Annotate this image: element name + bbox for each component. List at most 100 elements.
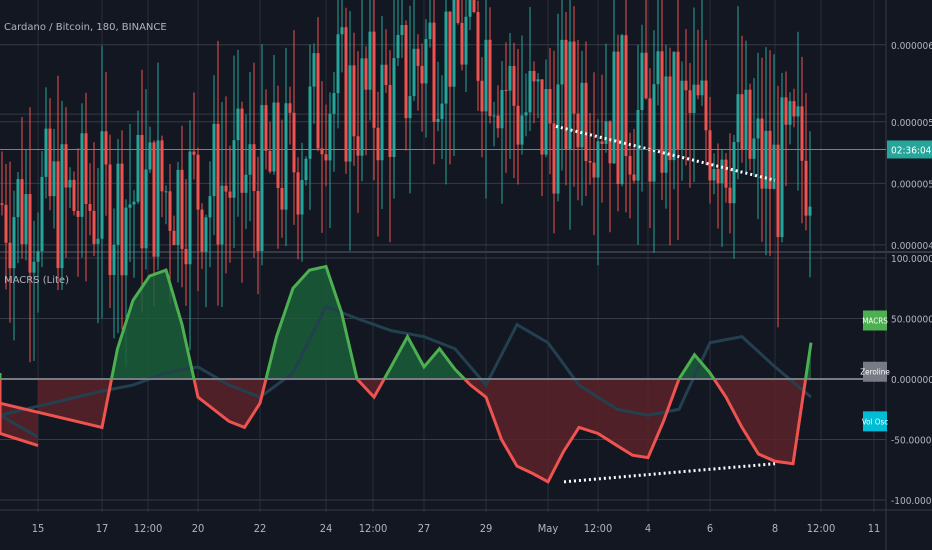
candle-body xyxy=(704,80,708,131)
candle-body xyxy=(472,0,476,13)
candle-body xyxy=(428,22,432,40)
candlestick-series xyxy=(0,0,886,367)
indicator-tick-label: 50.0000000 xyxy=(891,315,932,326)
candle-body xyxy=(348,65,352,162)
candle-body xyxy=(764,130,768,189)
candle-body xyxy=(724,159,728,188)
time-tick-label: 22 xyxy=(254,522,267,535)
candle-body xyxy=(656,51,660,85)
candle-body xyxy=(76,210,80,217)
candle-body xyxy=(488,39,492,116)
candle-body xyxy=(252,144,256,192)
candle-body xyxy=(144,169,148,249)
candle-body xyxy=(624,35,628,156)
candle-body xyxy=(572,41,576,114)
candle-body xyxy=(216,123,220,245)
legend-badge xyxy=(863,411,887,432)
candle-body xyxy=(52,161,56,197)
candle-body xyxy=(272,102,276,172)
candle-body xyxy=(268,150,272,172)
candle-body xyxy=(476,12,480,81)
candle-body xyxy=(116,163,120,245)
candle-body xyxy=(192,151,196,155)
candle-body xyxy=(708,130,712,181)
candle-body xyxy=(208,196,212,218)
candle-body xyxy=(700,80,704,96)
candle-body xyxy=(292,112,296,173)
candle-body xyxy=(652,84,656,182)
candle-body xyxy=(556,84,560,194)
indicator-tick-label: -50.0000000 xyxy=(891,436,932,447)
candle-body xyxy=(720,159,724,184)
candle-body xyxy=(140,135,144,249)
candle-body xyxy=(588,161,592,163)
candle-body xyxy=(124,207,128,276)
time-tick-label: 8 xyxy=(772,522,778,535)
candle-body xyxy=(80,133,84,217)
candle-body xyxy=(668,76,672,161)
candle-body xyxy=(56,161,60,269)
candle-body xyxy=(436,119,440,122)
candle-body xyxy=(280,187,284,210)
candle-body xyxy=(152,142,156,257)
candle-body xyxy=(636,110,640,181)
price-badge xyxy=(887,140,932,159)
candle-body xyxy=(452,0,456,87)
macrs-divergence-line xyxy=(563,462,776,484)
candle-body xyxy=(32,261,36,273)
candle-body xyxy=(36,251,40,262)
candle-body xyxy=(420,65,424,84)
time-tick-label: 15 xyxy=(32,522,45,535)
candle-body xyxy=(744,89,748,150)
candle-body xyxy=(188,151,192,265)
candle-body xyxy=(404,25,408,119)
candle-body xyxy=(316,53,320,149)
candle-body xyxy=(168,191,172,231)
indicator-series xyxy=(0,264,886,484)
indicator-title: MACRS (Lite) xyxy=(4,275,69,286)
candle-body xyxy=(376,127,380,161)
candle-body xyxy=(368,31,372,90)
candle-body xyxy=(92,210,96,244)
candle-body xyxy=(360,58,364,156)
candle-body xyxy=(760,118,764,189)
candle-body xyxy=(304,158,308,181)
candle-body xyxy=(60,144,64,269)
indicator-tick-label: 100.0000000 xyxy=(891,254,932,265)
candle-body xyxy=(308,86,312,159)
candle-body xyxy=(528,70,532,113)
candle-body xyxy=(460,22,464,65)
candle-body xyxy=(256,191,260,252)
candle-body xyxy=(416,48,420,66)
candle-body xyxy=(664,76,668,173)
price-tick-label: 0.0000055 xyxy=(891,118,932,129)
candle-body xyxy=(680,80,684,149)
candle-body xyxy=(180,169,184,249)
candle-body xyxy=(540,79,544,155)
candle-body xyxy=(548,89,552,124)
candle-body xyxy=(712,168,716,181)
legend-label: Vol Osc xyxy=(862,417,888,426)
candle-body xyxy=(484,39,488,112)
candle-body xyxy=(48,128,52,197)
candle-body xyxy=(236,108,240,141)
candle-body xyxy=(88,204,92,211)
candle-body xyxy=(772,144,776,189)
time-tick-label: 20 xyxy=(192,522,205,535)
candle-body xyxy=(512,65,516,106)
time-tick-label: 12:00 xyxy=(359,522,388,535)
candle-body xyxy=(612,51,616,164)
candle-body xyxy=(384,64,388,86)
candle-body xyxy=(536,79,540,82)
time-tick-label: 24 xyxy=(320,522,333,535)
candle-body xyxy=(312,53,316,87)
time-tick-label: 12:00 xyxy=(134,522,163,535)
candle-body xyxy=(456,0,460,23)
candle-body xyxy=(560,39,564,85)
candle-body xyxy=(684,80,688,91)
candle-body xyxy=(148,142,152,170)
candle-body xyxy=(748,89,752,159)
candle-body xyxy=(756,118,760,139)
